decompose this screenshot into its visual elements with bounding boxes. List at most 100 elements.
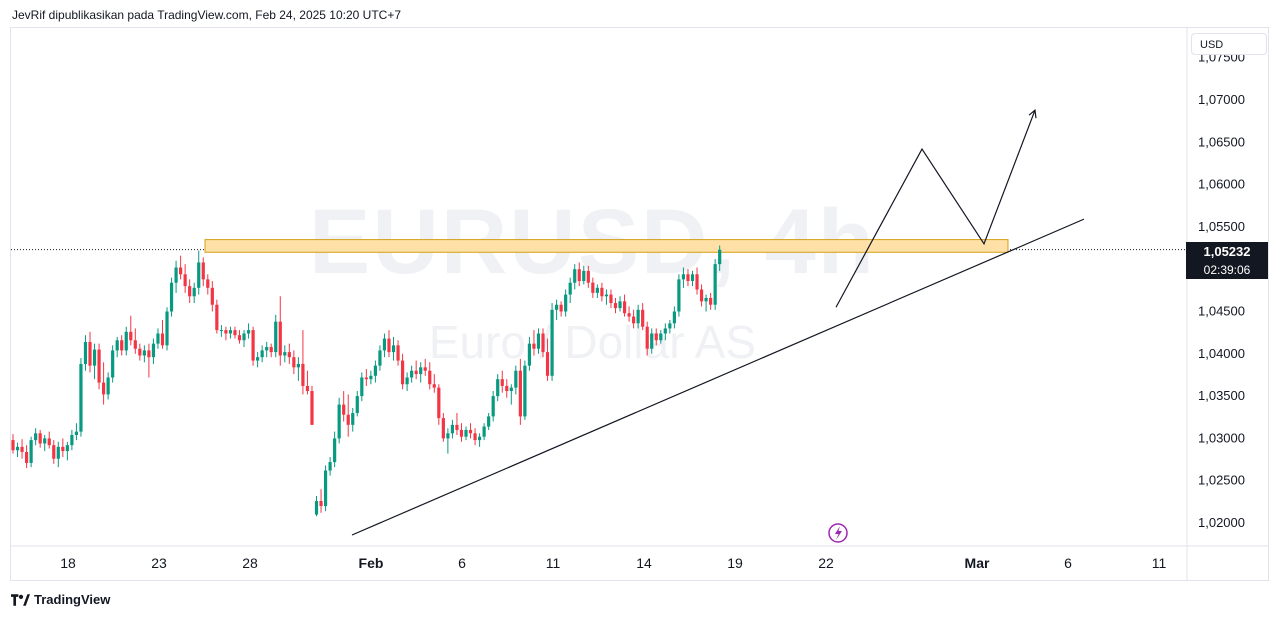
- candle: [47, 431, 51, 449]
- candle-body: [237, 335, 242, 341]
- candle-body: [120, 340, 124, 351]
- candle-body: [650, 333, 654, 349]
- candle-body: [600, 287, 604, 297]
- tradingview-brand[interactable]: TradingView: [11, 592, 110, 607]
- candle-body: [79, 363, 83, 432]
- candle: [604, 289, 609, 305]
- candle-body: [224, 330, 228, 334]
- candle-body: [333, 438, 337, 463]
- candle-body: [364, 377, 368, 380]
- candle: [228, 326, 233, 339]
- candle: [310, 385, 314, 425]
- candle-body: [564, 294, 568, 312]
- candle-body: [292, 357, 296, 368]
- candle: [636, 304, 640, 329]
- candle-body: [496, 379, 500, 397]
- candle-body: [251, 330, 255, 361]
- candle: [328, 457, 332, 476]
- candle: [455, 413, 459, 436]
- candle: [391, 336, 396, 361]
- candle: [233, 326, 237, 339]
- candle-body: [718, 249, 722, 265]
- candle-body: [709, 297, 713, 305]
- candle: [34, 428, 38, 446]
- candle: [577, 262, 581, 287]
- candle: [169, 277, 174, 317]
- candle: [482, 423, 486, 441]
- candle-body: [410, 370, 414, 378]
- candle: [147, 343, 151, 378]
- candle: [428, 362, 432, 390]
- candle-body: [514, 370, 518, 388]
- candle-body: [677, 279, 681, 312]
- candle: [319, 489, 323, 513]
- x-tick-label: 11: [1152, 555, 1167, 571]
- candle: [256, 352, 260, 368]
- candle-body: [102, 382, 106, 395]
- candle-body: [437, 387, 441, 419]
- candle-body: [441, 418, 445, 439]
- candle: [618, 296, 622, 312]
- lightning-icon: [835, 526, 842, 540]
- candle-body: [242, 333, 246, 341]
- candle-body: [138, 348, 142, 356]
- candle-body: [215, 304, 219, 331]
- candle: [210, 281, 214, 312]
- candle-body: [319, 501, 323, 507]
- candle: [120, 335, 124, 356]
- candle: [609, 289, 613, 309]
- candle: [11, 434, 15, 454]
- candle: [718, 245, 722, 271]
- candle-body: [473, 433, 477, 441]
- candle-body: [550, 309, 554, 376]
- candle-body: [278, 321, 282, 356]
- candle-body: [468, 429, 473, 434]
- candle: [369, 370, 373, 385]
- candle: [179, 255, 183, 280]
- x-tick-label: 11: [546, 555, 561, 571]
- candle: [61, 438, 65, 458]
- candle: [323, 465, 328, 512]
- candle: [713, 259, 717, 310]
- candle: [20, 439, 24, 459]
- candle: [591, 277, 595, 298]
- candle: [695, 267, 699, 295]
- candle: [333, 431, 337, 468]
- candle: [265, 341, 269, 358]
- candle-body: [500, 379, 504, 386]
- candle-body: [419, 367, 423, 375]
- candle: [201, 257, 205, 287]
- candle-body: [269, 347, 273, 353]
- candle: [419, 362, 423, 383]
- candle: [405, 372, 409, 392]
- candle-body: [34, 433, 38, 441]
- candle: [38, 429, 42, 448]
- candle-body: [428, 370, 432, 385]
- x-tick-label: 6: [1064, 555, 1072, 571]
- candle: [514, 365, 518, 395]
- candle-body: [663, 328, 667, 334]
- candle: [151, 338, 156, 364]
- trendline: [351, 218, 1085, 536]
- candle-body: [92, 349, 97, 366]
- candle: [360, 372, 364, 402]
- x-tick-label: 28: [242, 555, 258, 571]
- candle: [491, 391, 495, 422]
- candle: [555, 299, 559, 320]
- candle-body: [160, 333, 165, 346]
- candle: [586, 265, 590, 288]
- candle-body: [192, 287, 196, 297]
- candle-body: [387, 338, 391, 353]
- candle: [446, 428, 450, 454]
- currency-selector[interactable]: USD: [1191, 33, 1267, 55]
- candle: [545, 338, 550, 381]
- candle-body: [690, 274, 695, 282]
- candle-body: [29, 440, 33, 463]
- chart-header: JevRif dipublikasikan pada TradingView.c…: [12, 8, 402, 22]
- y-tick-label: 1,06000: [1198, 177, 1245, 192]
- candle-body: [305, 385, 310, 392]
- candle-body: [337, 404, 341, 439]
- x-tick-label: 23: [151, 555, 167, 571]
- y-tick-label: 1,07000: [1198, 92, 1245, 107]
